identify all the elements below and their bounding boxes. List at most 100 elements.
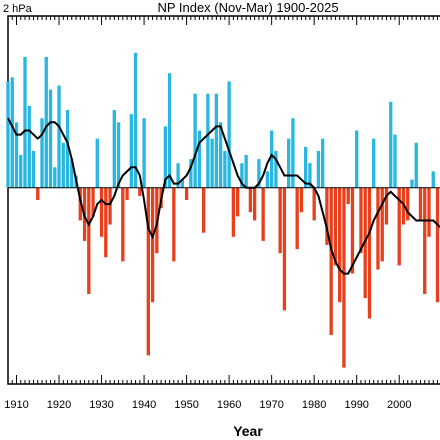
bar-1979 (308, 163, 312, 188)
bar-1941 (146, 187, 150, 356)
bar-1964 (244, 155, 248, 188)
bar-1965 (248, 187, 253, 213)
bar-1948 (176, 163, 180, 188)
bar-1919 (53, 167, 57, 188)
bar-2002 (406, 187, 410, 221)
bar-2000 (397, 187, 401, 266)
x-tick-label-1970: 1970 (259, 399, 283, 411)
bar-1978 (304, 146, 308, 188)
bar-1931 (104, 187, 108, 258)
bar-1934 (116, 122, 121, 188)
bar-1936 (125, 187, 129, 200)
bar-1962 (235, 187, 240, 217)
bar-1940 (142, 118, 146, 188)
bar-2006 (423, 187, 427, 295)
bar-1951 (189, 159, 193, 188)
bar-1963 (240, 163, 244, 188)
bar-1986 (338, 187, 342, 303)
bar-1970 (269, 130, 274, 188)
bar-1912 (23, 56, 27, 188)
x-tick-label-1930: 1930 (89, 399, 113, 411)
bar-1975 (291, 118, 295, 188)
bar-1942 (150, 187, 155, 303)
bar-1958 (218, 122, 223, 188)
bar-1999 (393, 134, 397, 188)
bar-1997 (384, 187, 389, 225)
bar-1984 (329, 187, 333, 335)
bar-1995 (376, 187, 380, 270)
bar-1977 (299, 187, 304, 213)
bar-2005 (418, 187, 423, 221)
bar-2003 (410, 179, 414, 188)
bar-1921 (61, 142, 65, 188)
bar-1908 (6, 81, 10, 188)
bar-1973 (282, 187, 287, 311)
x-axis-title: Year (233, 423, 263, 439)
x-tick-label-1940: 1940 (132, 399, 156, 411)
bar-1989 (350, 187, 355, 274)
bar-1988 (346, 187, 350, 205)
bars-group (6, 52, 440, 368)
bar-1998 (389, 101, 393, 188)
bar-1961 (231, 187, 236, 237)
bar-1954 (201, 187, 206, 233)
tick-labels-group: 1910 1920 1930 1940 1950 1960 1970 1980 1990 2000 (4, 399, 411, 411)
bar-1991 (359, 187, 363, 254)
bar-1914 (31, 150, 36, 188)
bar-1925 (78, 187, 82, 221)
bar-1952 (193, 93, 197, 188)
bar-1916 (40, 118, 44, 188)
bar-1960 (227, 81, 231, 188)
bar-1990 (355, 130, 359, 188)
bar-1911 (19, 155, 23, 188)
x-tick-label-1960: 1960 (217, 399, 241, 411)
bar-1918 (48, 89, 53, 188)
bar-1920 (57, 85, 61, 188)
bar-1913 (27, 105, 31, 188)
bar-1976 (295, 187, 299, 250)
bar-1955 (206, 93, 210, 188)
bar-1946 (167, 73, 172, 188)
bar-2008 (431, 171, 435, 188)
bar-1949 (180, 179, 185, 188)
bar-1950 (184, 187, 189, 200)
bar-1956 (210, 138, 214, 188)
bar-1969 (265, 171, 270, 188)
plot-frame (7, 15, 440, 385)
bar-1994 (372, 138, 376, 188)
bar-1972 (278, 187, 282, 254)
bar-1945 (163, 126, 167, 188)
bar-1923 (70, 159, 74, 188)
bar-1971 (274, 150, 278, 188)
x-tick-label-1980: 1980 (302, 399, 326, 411)
bar-1959 (223, 150, 227, 188)
bar-1953 (197, 130, 202, 188)
bar-1996 (380, 187, 384, 262)
bar-1930 (99, 187, 104, 237)
bar-1993 (367, 187, 372, 319)
x-tick-label-2000: 2000 (387, 399, 411, 411)
bar-1983 (325, 187, 329, 245)
bar-1939 (138, 187, 142, 196)
bar-1922 (65, 110, 70, 188)
bar-1927 (87, 187, 91, 295)
chart-title: NP Index (Nov-Mar) 1900-2025 (157, 0, 338, 15)
plot-border (7, 15, 440, 385)
bar-1985 (333, 187, 338, 266)
smoothed-line (7, 117, 440, 275)
bar-1957 (214, 93, 219, 188)
bar-1937 (129, 114, 133, 188)
bar-1974 (287, 138, 291, 188)
bar-1915 (36, 187, 40, 200)
bar-1910 (14, 122, 19, 188)
bar-1933 (112, 110, 116, 188)
bar-1982 (321, 138, 325, 188)
bar-1987 (342, 187, 346, 368)
bar-1938 (133, 52, 138, 188)
x-tick-label-1990: 1990 (344, 399, 368, 411)
bar-2004 (414, 142, 418, 188)
bar-1947 (172, 187, 176, 262)
bar-1928 (91, 187, 95, 217)
x-tick-label-1950: 1950 (174, 399, 198, 411)
ticks-group (7, 16, 438, 384)
